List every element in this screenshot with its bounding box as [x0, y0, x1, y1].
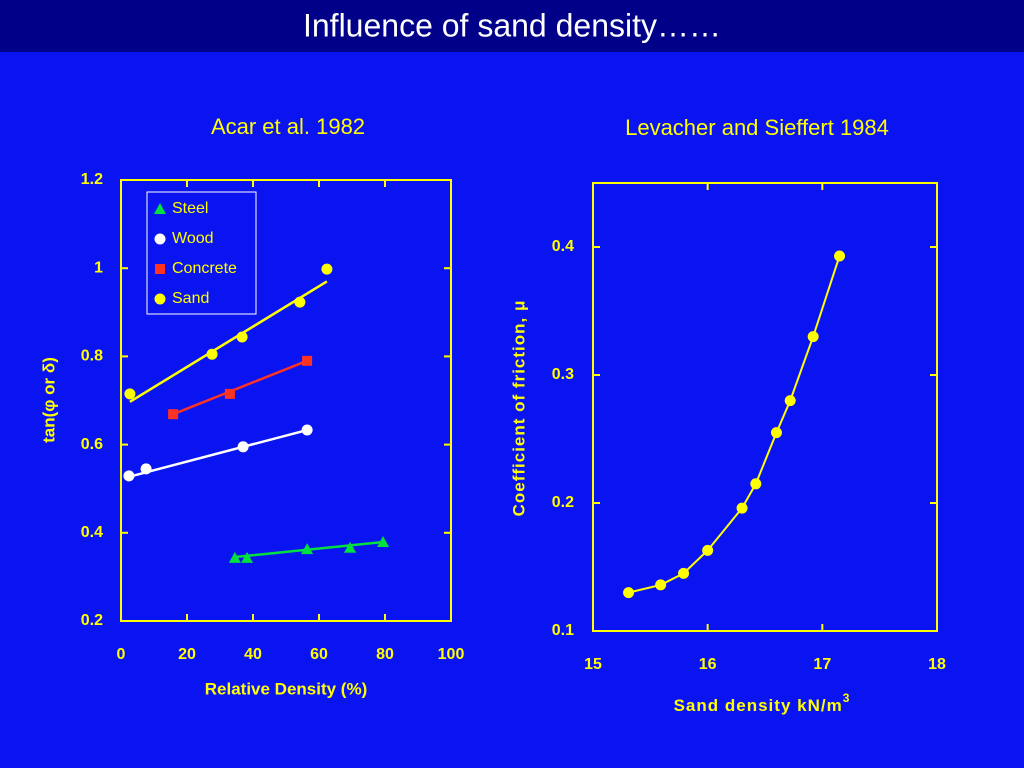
fit-line [129, 280, 328, 403]
data-point [224, 388, 235, 399]
data-point [301, 424, 313, 436]
legend-box [146, 191, 257, 315]
data-point [236, 331, 248, 343]
x-tick-label: 60 [310, 646, 328, 663]
data-point [702, 544, 714, 556]
data-point [302, 355, 313, 366]
data-point [807, 331, 819, 343]
y-tick-label: 0.4 [81, 524, 103, 541]
data-point [301, 543, 314, 555]
data-point [736, 502, 748, 514]
data-point [834, 250, 846, 262]
x-axis-title: Sand density kN/m3 [674, 691, 851, 715]
plot-frame [592, 182, 938, 632]
data-point [623, 587, 635, 599]
plot-frame [120, 179, 452, 622]
slide-title: Influence of sand density…… [303, 7, 721, 43]
legend-marker [154, 203, 166, 214]
x-tick-label: 0 [117, 646, 126, 663]
x-tick-label: 16 [699, 656, 717, 673]
data-point [241, 551, 254, 563]
data-point [321, 263, 333, 275]
x-tick-label: 15 [584, 656, 602, 673]
x-tick-label: 80 [376, 646, 394, 663]
x-tick-label: 40 [244, 646, 262, 663]
data-point [377, 536, 390, 548]
chart-title: Acar et al. 1982 [211, 114, 365, 139]
x-axis-title-superscript: 3 [843, 691, 851, 705]
legend-marker [154, 233, 166, 245]
data-point [140, 463, 152, 475]
y-tick-label: 0.6 [81, 436, 103, 453]
fit-line [172, 359, 308, 416]
y-tick-label: 0.2 [552, 494, 574, 511]
y-tick-label: 0.2 [81, 612, 103, 629]
y-axis-title: Coefficient of friction, μ [509, 300, 528, 517]
y-tick-label: 0.4 [552, 238, 574, 255]
x-tick-label: 100 [438, 646, 465, 663]
x-tick-label: 20 [178, 646, 196, 663]
data-point [655, 579, 667, 591]
data-point [206, 348, 218, 360]
legend-label: Wood [172, 230, 214, 247]
data-point [168, 409, 179, 420]
legend-label: Steel [172, 200, 208, 217]
fit-line [128, 428, 308, 479]
x-axis-title: Relative Density (%) [205, 679, 368, 698]
legend-label: Concrete [172, 260, 237, 277]
y-tick-label: 0.3 [552, 366, 574, 383]
data-point [124, 388, 136, 400]
x-tick-label: 18 [928, 656, 946, 673]
data-point [344, 541, 357, 553]
title-bar [0, 0, 1024, 52]
y-tick-label: 0.8 [81, 348, 103, 365]
data-line [628, 255, 841, 594]
data-point [770, 427, 782, 439]
y-tick-label: 0.1 [552, 622, 574, 639]
data-point [237, 441, 249, 453]
y-tick-label: 1.2 [81, 171, 103, 188]
y-tick-label: 1 [94, 259, 103, 276]
x-axis-title-text: Sand density kN/m [674, 696, 843, 715]
data-point [123, 470, 135, 482]
x-tick-label: 17 [813, 656, 831, 673]
data-point [750, 478, 762, 490]
chart-title: Levacher and Sieffert 1984 [625, 115, 889, 140]
legend-marker [154, 293, 166, 305]
data-point [228, 551, 241, 563]
data-point [784, 395, 796, 407]
legend-label: Sand [172, 290, 209, 307]
data-point [678, 567, 690, 579]
legend-marker [155, 264, 165, 274]
data-point [294, 296, 306, 308]
y-axis-title: tan(φ or δ) [39, 357, 58, 443]
